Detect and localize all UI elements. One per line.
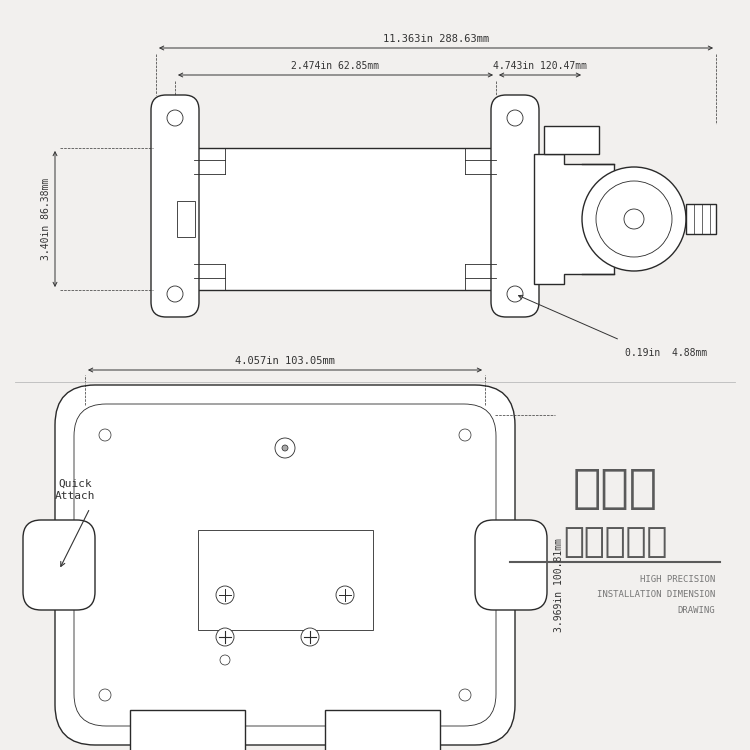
- Circle shape: [167, 110, 183, 126]
- Text: 4.057in 103.05mm: 4.057in 103.05mm: [235, 356, 335, 366]
- Circle shape: [336, 586, 354, 604]
- Circle shape: [596, 181, 672, 257]
- Bar: [686, 204, 716, 234]
- Text: 3.40in 86.38mm: 3.40in 86.38mm: [41, 178, 51, 260]
- Circle shape: [507, 286, 523, 302]
- Bar: [197, 530, 373, 630]
- Circle shape: [99, 689, 111, 701]
- Polygon shape: [534, 154, 614, 284]
- Text: 2.474in 62.85mm: 2.474in 62.85mm: [292, 61, 380, 71]
- Circle shape: [582, 167, 686, 271]
- Text: 3.969in 100.81mm: 3.969in 100.81mm: [554, 538, 564, 632]
- Circle shape: [275, 438, 295, 458]
- Text: Quick
Attach: Quick Attach: [55, 479, 95, 501]
- Circle shape: [220, 655, 230, 665]
- Bar: [195, 148, 495, 290]
- Circle shape: [216, 586, 234, 604]
- Circle shape: [216, 628, 234, 646]
- Bar: [130, 710, 245, 750]
- Text: 11.363in 288.63mm: 11.363in 288.63mm: [382, 34, 489, 44]
- Text: 高精度: 高精度: [572, 467, 658, 512]
- Circle shape: [99, 429, 111, 441]
- Circle shape: [624, 209, 644, 229]
- Circle shape: [301, 628, 319, 646]
- Text: 4.743in 120.47mm: 4.743in 120.47mm: [493, 61, 587, 71]
- FancyBboxPatch shape: [491, 95, 539, 317]
- FancyBboxPatch shape: [74, 404, 496, 726]
- Circle shape: [507, 110, 523, 126]
- Text: HIGH PRECISION
INSTALLATION DIMENSION
DRAWING: HIGH PRECISION INSTALLATION DIMENSION DR…: [597, 575, 715, 614]
- Text: 0.19in  4.88mm: 0.19in 4.88mm: [625, 348, 707, 358]
- FancyBboxPatch shape: [151, 95, 199, 317]
- Circle shape: [459, 429, 471, 441]
- Bar: [544, 126, 599, 154]
- Circle shape: [282, 445, 288, 451]
- Circle shape: [459, 689, 471, 701]
- FancyBboxPatch shape: [475, 520, 547, 610]
- Text: 安装尺寸图: 安装尺寸图: [562, 525, 668, 559]
- Bar: [177, 201, 195, 237]
- FancyBboxPatch shape: [55, 385, 515, 745]
- Bar: [325, 710, 440, 750]
- Circle shape: [167, 286, 183, 302]
- FancyBboxPatch shape: [23, 520, 95, 610]
